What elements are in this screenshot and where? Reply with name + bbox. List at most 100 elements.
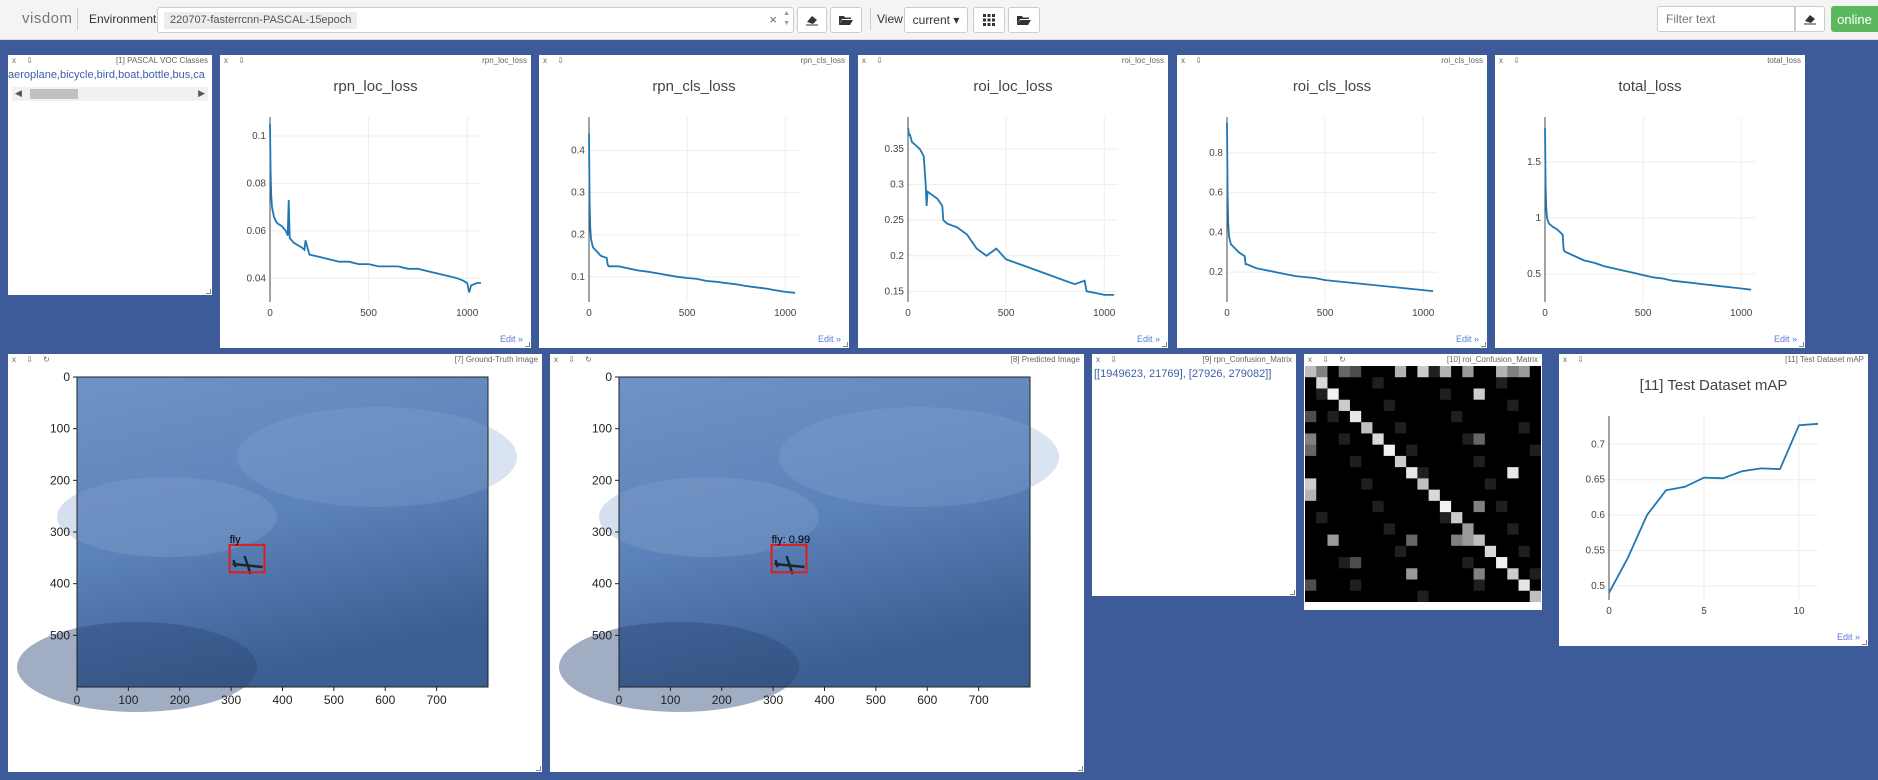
heatmap-cell	[1417, 478, 1430, 491]
online-status-button[interactable]: online	[1831, 6, 1878, 32]
heatmap-cell	[1529, 433, 1541, 446]
filter-input-wrap[interactable]	[1657, 6, 1795, 32]
resize-handle[interactable]	[1799, 342, 1804, 347]
resize-handle[interactable]	[1290, 590, 1295, 595]
pane-controls[interactable]: x ⇩	[1181, 56, 1206, 65]
pane-controls[interactable]: x ⇩	[1499, 56, 1524, 65]
heatmap-cell	[1383, 523, 1396, 536]
pane-controls[interactable]: x ⇩	[224, 56, 249, 65]
pane-controls[interactable]: x ⇩	[1096, 355, 1121, 364]
heatmap-cell	[1417, 545, 1430, 558]
heatmap-cell	[1462, 489, 1475, 502]
heatmap-cell	[1451, 399, 1463, 412]
heatmap-cell	[1316, 377, 1328, 389]
clear-filter-button[interactable]	[1795, 6, 1825, 32]
resize-handle[interactable]	[1078, 766, 1083, 771]
resize-handle[interactable]	[1481, 342, 1486, 347]
heatmap-cell	[1383, 568, 1396, 581]
x-tick-label: 1000	[774, 308, 797, 319]
heatmap-cell	[1462, 377, 1475, 389]
scroll-left-icon[interactable]: ◀	[15, 88, 22, 98]
heatmap-cell	[1327, 512, 1340, 524]
pane-title: [9] rpn_Confusion_Matrix	[1202, 355, 1292, 364]
pane-roi-loc-loss[interactable]: x ⇩ roi_loc_loss roi_loc_loss 0 500 1000 0.15 0…	[858, 55, 1168, 348]
pane-controls[interactable]: x ⇩	[12, 56, 37, 65]
pane-title: [10] roi_Confusion_Matrix	[1446, 355, 1538, 364]
pane-ground-truth-image[interactable]: x ⇩ ↻ [7] Ground-Truth Image fly 0 100 200 300…	[8, 354, 542, 772]
pane-predicted-image[interactable]: x ⇩ ↻ [8] Predicted Image fly: 0.99 0 100 200…	[550, 354, 1084, 772]
heatmap-cell	[1451, 512, 1463, 524]
heatmap-cell	[1383, 410, 1396, 423]
pane-rpn-loc-loss[interactable]: x ⇩ rpn_loc_loss rpn_loc_loss 0 500 1000 0.04 0…	[220, 55, 531, 348]
heatmap-cell	[1462, 399, 1475, 412]
scrollbar-thumb[interactable]	[30, 89, 78, 99]
heatmap-cell	[1439, 444, 1452, 457]
edit-link[interactable]: Edit »	[1136, 334, 1160, 344]
heatmap-cell	[1372, 399, 1385, 412]
spinner-icon[interactable]: ▲ ▼	[783, 10, 790, 27]
grid-layout-button[interactable]	[973, 7, 1005, 33]
edit-link[interactable]: Edit »	[1836, 632, 1860, 642]
heatmap-cell	[1316, 388, 1328, 401]
horizontal-scrollbar[interactable]: ◀ ▶	[12, 87, 208, 101]
heatmap-cell	[1372, 557, 1385, 569]
edit-link[interactable]: Edit »	[817, 334, 841, 344]
heatmap-cell	[1428, 579, 1441, 592]
env-label: Environment	[89, 12, 157, 26]
resize-handle[interactable]	[206, 289, 211, 294]
env-tag[interactable]: 220707-fasterrcnn-PASCAL-15epoch	[164, 12, 358, 29]
heatmap-cell	[1316, 366, 1328, 378]
edit-link[interactable]: Edit »	[499, 334, 523, 344]
erase-env-button[interactable]	[797, 7, 827, 33]
resize-handle[interactable]	[843, 342, 848, 347]
pane-controls[interactable]: x ⇩	[862, 56, 887, 65]
pane-title: roi_cls_loss	[1441, 56, 1483, 65]
heatmap-cell	[1349, 500, 1362, 513]
heatmap-cell	[1383, 366, 1396, 378]
filter-input[interactable]	[1658, 7, 1788, 31]
pane-rpn-confusion[interactable]: x ⇩ [9] rpn_Confusion_Matrix [[1949623, 2…	[1092, 354, 1296, 596]
clear-icon[interactable]: ×	[769, 12, 777, 27]
heatmap-cell	[1305, 478, 1317, 491]
open-env-button[interactable]	[830, 7, 862, 33]
y-tick-label: 0.7	[1591, 439, 1605, 450]
resize-handle[interactable]	[1862, 640, 1867, 645]
series-line	[588, 133, 796, 294]
pane-total-loss[interactable]: x ⇩ total_loss total_loss 0 500 1000 0.5 1 1.5 Ed…	[1495, 55, 1805, 348]
heatmap-cell	[1507, 366, 1520, 378]
heatmap-cell	[1349, 433, 1362, 446]
open-view-button[interactable]	[1008, 7, 1040, 33]
heatmap-cell	[1428, 467, 1441, 479]
pane-test-map[interactable]: x ⇩ [11] Test Dataset mAP [11] Test Datase…	[1559, 354, 1868, 646]
pane-roi-confusion[interactable]: x ⇩ ↻ [10] roi_Confusion_Matrix	[1304, 354, 1542, 610]
pane-controls[interactable]: x ⇩	[543, 56, 568, 65]
env-select[interactable]: 220707-fasterrcnn-PASCAL-15epoch × ▲ ▼	[157, 7, 794, 33]
pane-controls[interactable]: x ⇩ ↻	[1308, 355, 1350, 364]
resize-handle[interactable]	[536, 766, 541, 771]
pane-classes[interactable]: x ⇩ [1] PASCAL VOC Classes aeroplane,bicy…	[8, 55, 212, 295]
edit-link[interactable]: Edit »	[1773, 334, 1797, 344]
pane-controls[interactable]: x ⇩ ↻	[554, 355, 596, 364]
heatmap-cell	[1473, 399, 1486, 412]
heatmap-cell	[1316, 455, 1328, 468]
pane-controls[interactable]: x ⇩ ↻	[12, 355, 54, 364]
edit-link[interactable]: Edit »	[1455, 334, 1479, 344]
x-tick-label: 0	[267, 308, 273, 319]
heatmap-cell	[1462, 590, 1475, 602]
y-tick-label: 0.2	[1209, 267, 1223, 278]
heatmap-cell	[1327, 433, 1340, 446]
heatmap-cell	[1507, 512, 1520, 524]
view-select[interactable]: current ▾	[904, 7, 968, 33]
pane-roi-cls-loss[interactable]: x ⇩ roi_cls_loss roi_cls_loss 0 500 1000 0.2 0.…	[1177, 55, 1487, 348]
cloud	[237, 407, 517, 507]
pane-controls[interactable]: x ⇩	[1563, 355, 1588, 364]
resize-handle[interactable]	[525, 342, 530, 347]
chart-title: rpn_cls_loss	[652, 78, 735, 95]
heatmap-cell	[1417, 534, 1430, 547]
heatmap-cell	[1383, 455, 1396, 468]
pane-rpn-cls-loss[interactable]: x ⇩ rpn_cls_loss rpn_cls_loss 0 500 1000 0.1 0.…	[539, 55, 849, 348]
heatmap-cell	[1507, 534, 1520, 547]
scroll-right-icon[interactable]: ▶	[198, 88, 205, 98]
y-tick-label: 1.5	[1527, 157, 1541, 168]
resize-handle[interactable]	[1162, 342, 1167, 347]
